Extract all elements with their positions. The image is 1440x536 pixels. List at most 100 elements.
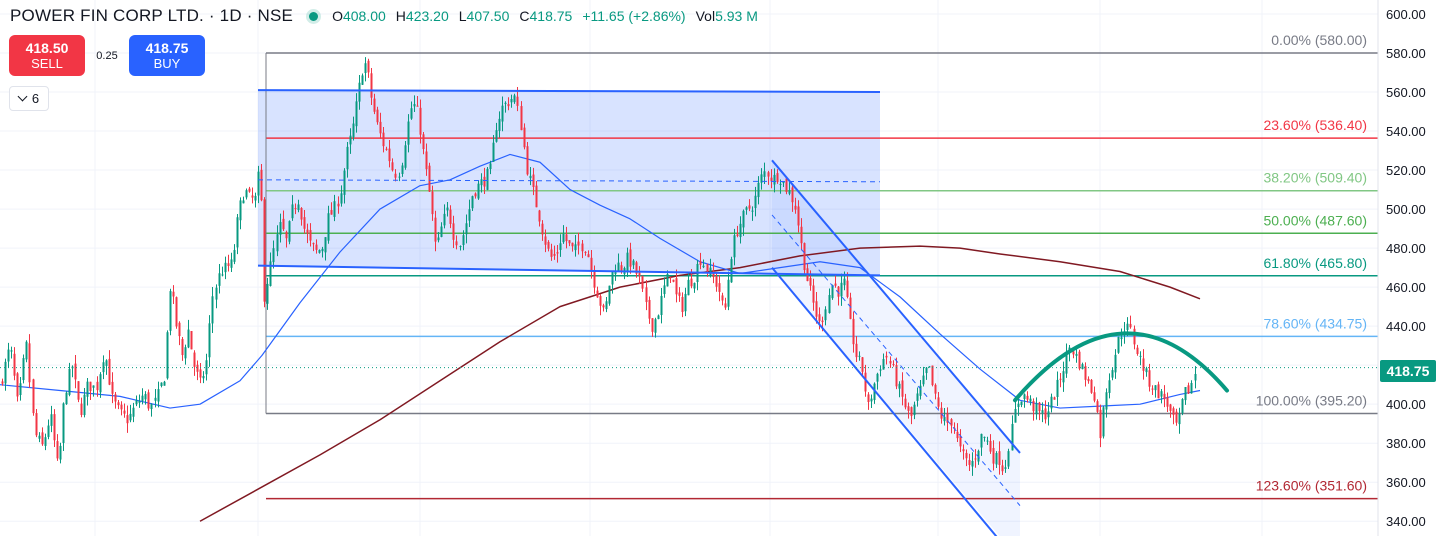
moving-average-long-line bbox=[199, 245, 1201, 522]
candle-body bbox=[227, 263, 230, 267]
candle-body bbox=[901, 380, 904, 397]
candle-body bbox=[699, 261, 702, 265]
candle-body bbox=[1041, 410, 1044, 413]
candle-body bbox=[815, 301, 818, 317]
ohlc-high: H423.20 bbox=[395, 8, 449, 24]
candle-body bbox=[904, 398, 907, 408]
candle-body bbox=[132, 407, 135, 417]
candle-body bbox=[96, 381, 99, 391]
candle-body bbox=[559, 243, 562, 250]
candle-body bbox=[1035, 403, 1038, 415]
candle-body bbox=[1111, 370, 1114, 378]
candle-body bbox=[117, 402, 120, 406]
candle-body bbox=[489, 163, 492, 170]
candle-body bbox=[675, 278, 678, 295]
candle-body bbox=[587, 254, 590, 258]
candle-body bbox=[1087, 378, 1090, 382]
candle-body bbox=[404, 145, 407, 168]
candle-body bbox=[224, 262, 227, 273]
candle-body bbox=[562, 233, 565, 243]
candle-body bbox=[68, 368, 71, 395]
candle-body bbox=[687, 279, 690, 296]
candle-body bbox=[245, 190, 248, 198]
candle-body bbox=[1023, 394, 1026, 400]
candle-body bbox=[1038, 402, 1041, 412]
sell-button[interactable]: 418.50 SELL bbox=[9, 35, 85, 76]
candle-body bbox=[968, 460, 971, 465]
candle-body bbox=[401, 165, 404, 174]
candle-body bbox=[1050, 396, 1053, 409]
candle-body bbox=[669, 277, 672, 279]
candle-body bbox=[910, 407, 913, 416]
candle-body bbox=[62, 403, 65, 443]
indicators-toggle-button[interactable]: 6 bbox=[9, 86, 49, 111]
candle-body bbox=[364, 63, 367, 74]
candle-body bbox=[355, 101, 358, 127]
candle-body bbox=[25, 341, 28, 360]
candle-body bbox=[147, 392, 150, 409]
candle-body bbox=[767, 172, 770, 177]
candle-body bbox=[92, 385, 95, 388]
candle-body bbox=[428, 165, 431, 192]
fib-label: 61.80% (465.80) bbox=[1263, 255, 1367, 271]
candle-body bbox=[1096, 401, 1099, 412]
candle-body bbox=[818, 314, 821, 321]
candle-body bbox=[809, 277, 812, 286]
candle-body bbox=[242, 200, 245, 204]
candle-body bbox=[892, 364, 895, 366]
candle-body bbox=[760, 174, 763, 183]
symbol-title[interactable]: POWER FIN CORP LTD. · 1D · NSE bbox=[10, 6, 294, 25]
candle-body bbox=[327, 213, 330, 241]
candle-body bbox=[852, 318, 855, 345]
candle-body bbox=[1139, 355, 1142, 357]
fibonacci-levels: 0.00% (580.00) 23.60% (536.40) 38.20% (509… bbox=[265, 32, 1378, 500]
candle-body bbox=[306, 229, 309, 234]
candle-body bbox=[19, 383, 22, 395]
candle-body bbox=[163, 381, 166, 386]
candle-body bbox=[858, 355, 861, 357]
price-axis-tick-label: 460.00 bbox=[1386, 280, 1426, 295]
buy-button[interactable]: 418.75 BUY bbox=[129, 35, 205, 76]
candle-body bbox=[577, 241, 580, 246]
candle-body bbox=[992, 447, 995, 464]
candle-body bbox=[1160, 391, 1163, 397]
candle-body bbox=[940, 407, 943, 419]
candle-body bbox=[358, 82, 361, 102]
candle-body bbox=[1151, 388, 1154, 390]
candle-body bbox=[257, 171, 260, 196]
candle-body bbox=[50, 414, 53, 426]
last-price-label: 418.75 bbox=[1380, 360, 1436, 382]
candle-body bbox=[321, 248, 324, 252]
candle-body bbox=[727, 279, 730, 307]
ohlc-volume: Vol5.93 M bbox=[695, 8, 758, 24]
candle-body bbox=[1148, 370, 1151, 387]
candle-body bbox=[202, 376, 205, 379]
candle-body bbox=[812, 285, 815, 303]
candle-body bbox=[254, 195, 257, 201]
candle-body bbox=[205, 360, 208, 375]
candle-body bbox=[279, 222, 282, 235]
price-axis: 600.00 580.00 560.00 540.00 520.00 500.00 480.… bbox=[1377, 0, 1440, 536]
candle-body bbox=[629, 249, 632, 267]
candle-body bbox=[568, 240, 571, 244]
candle-body bbox=[550, 249, 553, 257]
candle-body bbox=[1011, 423, 1014, 451]
candle-body bbox=[660, 295, 663, 315]
candle-body bbox=[831, 285, 834, 299]
fib-label: 50.00% (487.60) bbox=[1263, 212, 1367, 228]
candle-body bbox=[824, 309, 827, 321]
candle-body bbox=[77, 381, 80, 400]
candle-body bbox=[989, 441, 992, 452]
candle-body bbox=[702, 265, 705, 268]
candle-body bbox=[218, 273, 221, 286]
candle-body bbox=[1017, 403, 1020, 408]
candle-body bbox=[376, 109, 379, 123]
candle-body bbox=[269, 261, 272, 286]
channel-mid-line bbox=[771, 214, 1021, 506]
candle-body bbox=[1056, 379, 1059, 397]
candle-body bbox=[480, 179, 483, 186]
candle-body bbox=[1129, 323, 1132, 328]
candle-body bbox=[620, 265, 623, 271]
candle-body bbox=[885, 355, 888, 358]
